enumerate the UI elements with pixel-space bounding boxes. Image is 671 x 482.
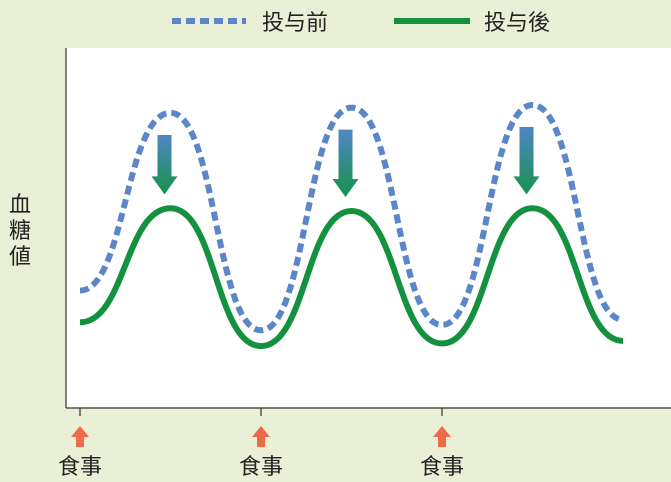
meal-label: 食事 [58,455,102,480]
meal-arrow-icon [252,426,270,447]
meal-label: 食事 [420,455,464,480]
y-axis-label-char: 糖 [9,219,31,244]
legend: 投与前 投与後 [172,11,550,36]
meal-arrow-icon [433,426,451,447]
legend-label-before: 投与前 [262,11,328,36]
legend-label-after: 投与後 [484,11,550,36]
y-axis-label: 血糖値 [9,193,31,270]
y-axis-label-char: 値 [9,245,31,270]
y-axis-label-char: 血 [9,193,31,218]
meal-arrow-icon [71,426,89,447]
meal-label: 食事 [239,455,283,480]
meal-markers: 食事 食事 食事 [58,408,464,480]
